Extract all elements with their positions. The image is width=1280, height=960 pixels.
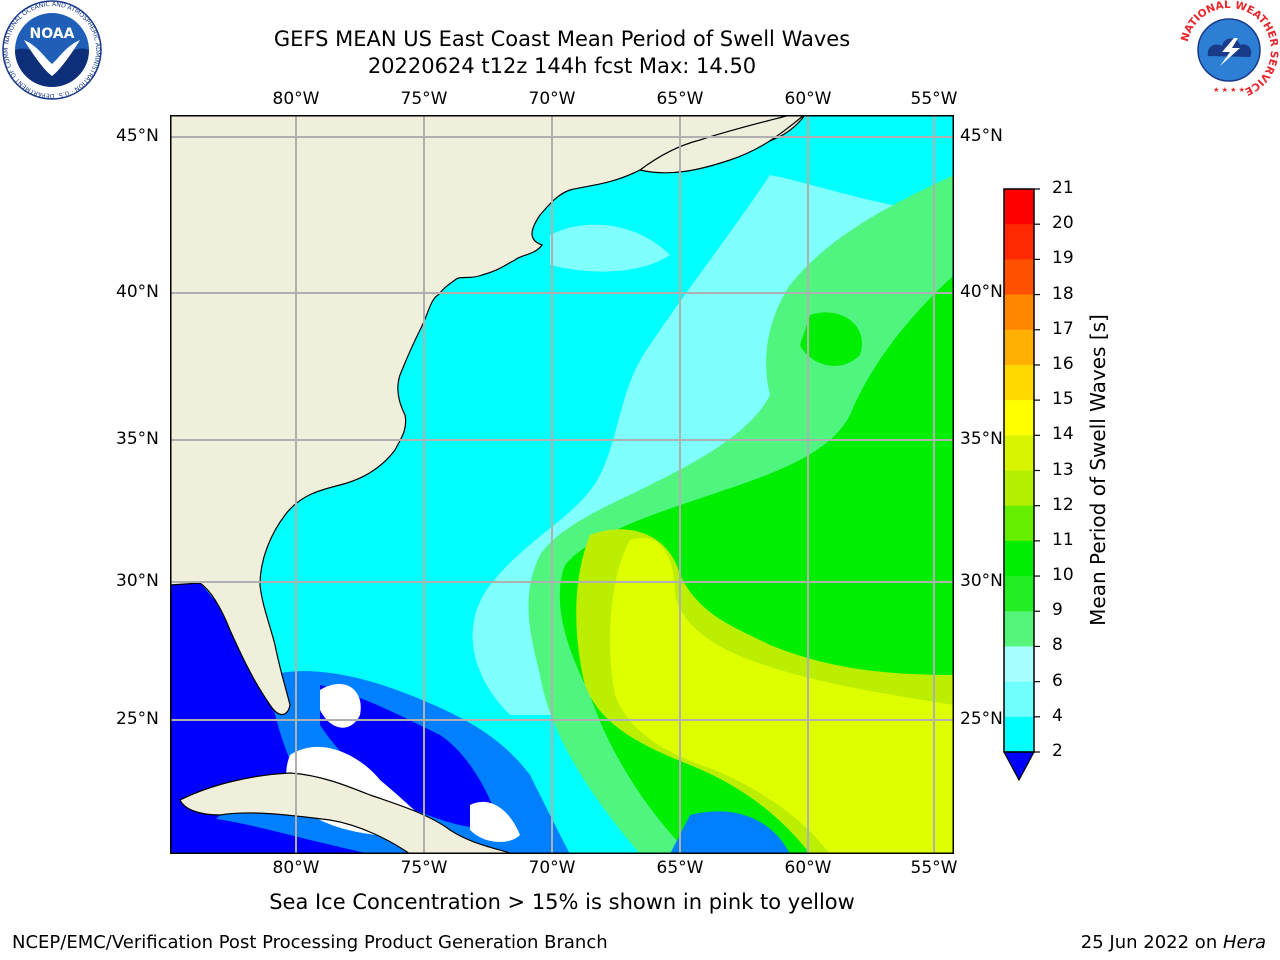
colorbar-swatch xyxy=(1004,611,1034,647)
colorbar-label: 17 xyxy=(1052,318,1074,339)
colorbar-label: 4 xyxy=(1052,705,1063,726)
chart-subtitle: 20220624 t12z 144h fcst Max: 14.50 xyxy=(367,54,757,78)
colorbar-label: 8 xyxy=(1052,635,1063,656)
colorbar-swatch xyxy=(1004,294,1034,331)
colorbar-label: 2 xyxy=(1052,741,1063,761)
lon-tick-top: 75°W xyxy=(400,89,448,109)
colorbar-swatch xyxy=(1004,329,1034,366)
no-data-region xyxy=(320,684,361,728)
map-panel xyxy=(170,115,954,854)
nws-logo-icon: NATIONAL WEATHER SERVICE ★ ★ ★ ★ xyxy=(1179,0,1280,99)
colorbar-swatch xyxy=(1004,435,1034,471)
colorbar-label: 19 xyxy=(1052,248,1074,269)
colorbar-swatch xyxy=(1004,189,1034,225)
colorbar-label: 21 xyxy=(1052,178,1074,198)
land-cuba xyxy=(179,772,511,854)
lat-tick-right: 45°N xyxy=(960,126,1003,146)
colorbar-swatch xyxy=(1004,576,1034,612)
lat-tick-right: 30°N xyxy=(960,571,1003,591)
lon-tick-bottom: 65°W xyxy=(656,858,704,878)
noaa-logo-icon: NATIONAL OCEANIC AND ATMOSPHERIC ADMINIS… xyxy=(0,0,102,100)
lon-tick-bottom: 75°W xyxy=(400,858,448,878)
lon-tick-bottom: 55°W xyxy=(910,858,958,878)
colorbar-swatch xyxy=(1004,646,1034,683)
credit-date-text: 25 Jun 2022 on xyxy=(1080,932,1223,953)
lat-tick-right: 40°N xyxy=(960,282,1003,302)
svg-text:★ ★ ★ ★: ★ ★ ★ ★ xyxy=(1213,86,1245,94)
colorbar-swatch xyxy=(1004,470,1034,507)
lon-tick-top: 80°W xyxy=(272,89,320,109)
colorbar-swatch xyxy=(1004,224,1034,260)
colorbar-label: 10 xyxy=(1052,565,1074,586)
credit-date: 25 Jun 2022 on Hera xyxy=(1081,932,1266,953)
chart-title: GEFS MEAN US East Coast Mean Period of S… xyxy=(273,27,851,51)
colorbar-swatch xyxy=(1004,505,1034,542)
lon-tick-top: 55°W xyxy=(910,89,958,109)
lat-tick-right: 35°N xyxy=(960,429,1003,449)
lat-tick-left: 30°N xyxy=(116,571,159,591)
swell-region-13-14 xyxy=(610,537,954,854)
swell-region-2-4 xyxy=(170,815,370,854)
map-border xyxy=(170,115,954,854)
colorbar-swatch xyxy=(1004,259,1034,296)
colorbar-swatch xyxy=(1004,400,1034,436)
lon-tick-bottom: 80°W xyxy=(272,858,320,878)
colorbar-label: 6 xyxy=(1052,670,1063,691)
credit-host: Hera xyxy=(1222,932,1266,953)
svg-text:NOAA: NOAA xyxy=(30,26,75,42)
no-data-region xyxy=(470,801,520,842)
land-north-america xyxy=(170,115,806,715)
colorbar-label: 13 xyxy=(1052,459,1074,480)
credit-branch: NCEP/EMC/Verification Post Processing Pr… xyxy=(12,932,608,953)
swell-region-4-6 xyxy=(670,811,790,854)
lon-tick-top: 60°W xyxy=(784,89,832,109)
colorbar-label: 14 xyxy=(1052,424,1074,445)
lon-tick-bottom: 70°W xyxy=(528,858,576,878)
colorbar-swatch xyxy=(1004,716,1034,753)
lon-tick-top: 70°W xyxy=(528,89,576,109)
lat-tick-right: 25°N xyxy=(960,709,1003,729)
colorbar-label: 20 xyxy=(1052,213,1074,234)
colorbar-under-arrow xyxy=(1002,751,1036,782)
colorbar-swatch xyxy=(1004,364,1034,401)
colorbar-label: 9 xyxy=(1052,600,1063,621)
sea-ice-note: Sea Ice Concentration > 15% is shown in … xyxy=(269,890,855,914)
swell-region-10-11 xyxy=(800,312,862,366)
lat-tick-left: 45°N xyxy=(116,126,159,146)
colorbar-label: 12 xyxy=(1052,494,1074,515)
colorbar-swatch xyxy=(1004,540,1034,577)
colorbar xyxy=(1002,188,1040,782)
swell-region-8-9 xyxy=(550,224,670,272)
colorbar-title: Mean Period of Swell Waves [s] xyxy=(1086,314,1110,626)
lat-tick-left: 35°N xyxy=(116,429,159,449)
lat-tick-left: 40°N xyxy=(116,282,159,302)
colorbar-swatch xyxy=(1004,681,1034,718)
colorbar-label: 15 xyxy=(1052,389,1074,410)
colorbar-label: 18 xyxy=(1052,283,1074,304)
lon-tick-top: 65°W xyxy=(656,89,704,109)
lat-tick-left: 25°N xyxy=(116,709,159,729)
lon-tick-bottom: 60°W xyxy=(784,858,832,878)
colorbar-label: 16 xyxy=(1052,353,1074,374)
colorbar-label: 11 xyxy=(1052,529,1074,550)
